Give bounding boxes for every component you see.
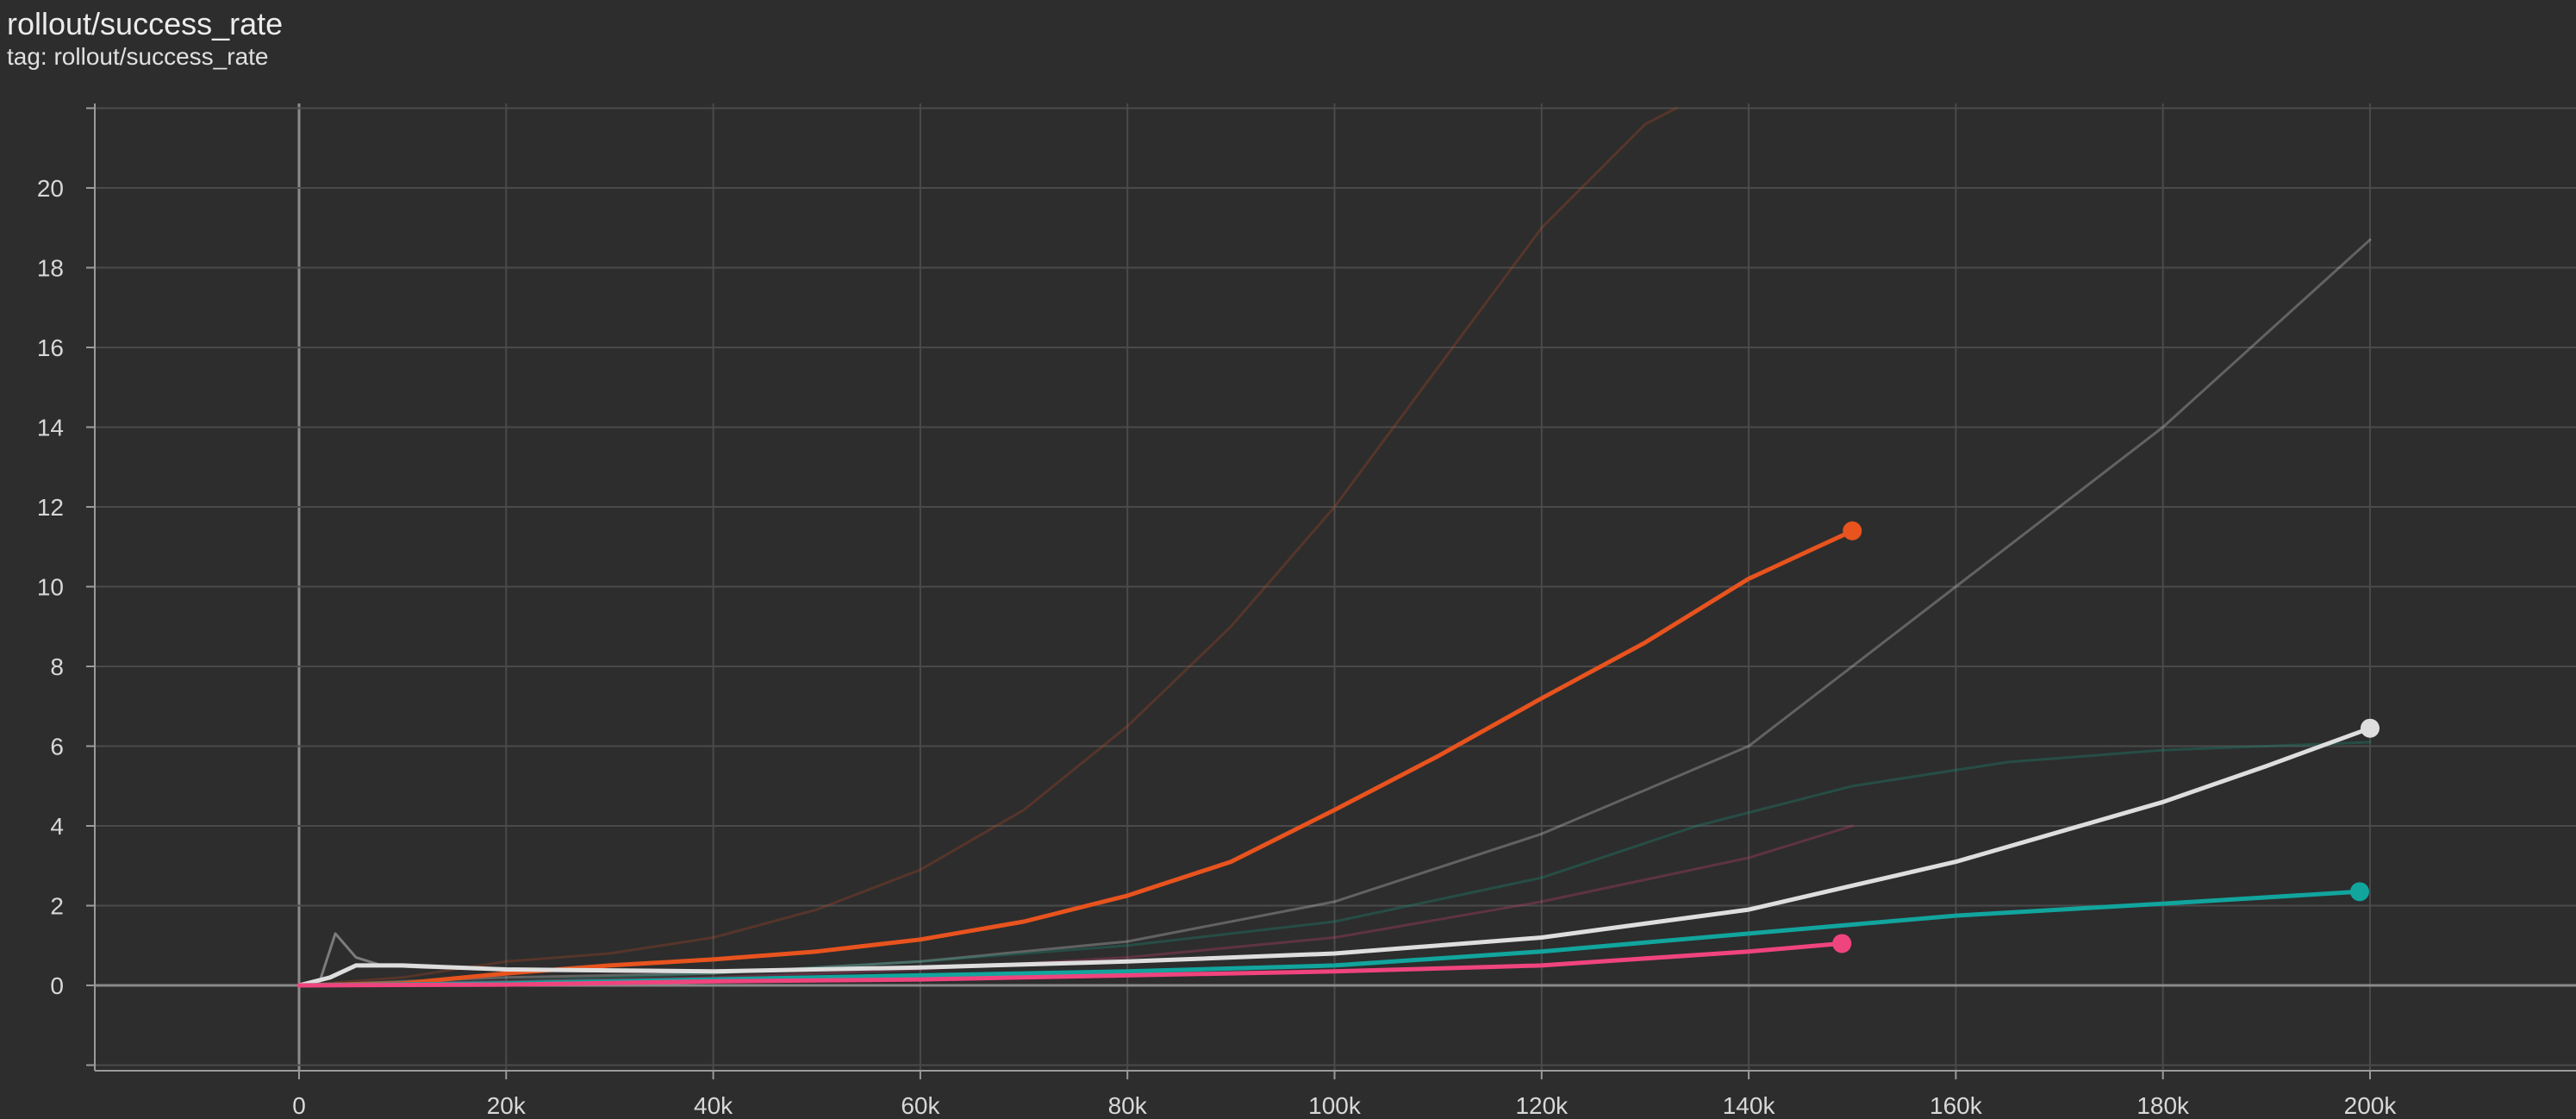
x-tick-label: 180k bbox=[2136, 1092, 2190, 1119]
grid-lines bbox=[95, 103, 2576, 1071]
y-tick-label: 12 bbox=[37, 494, 64, 521]
x-tick-label: 60k bbox=[901, 1092, 940, 1119]
series-line-6[interactable] bbox=[296, 726, 2373, 988]
series-end-marker-5[interactable] bbox=[1843, 521, 1862, 541]
x-tick-label: 0 bbox=[292, 1092, 306, 1119]
series-line-2[interactable] bbox=[297, 741, 2372, 987]
y-tick-label: 2 bbox=[50, 893, 64, 920]
x-tick-label: 20k bbox=[487, 1092, 527, 1119]
axes bbox=[86, 103, 2576, 1079]
y-tick-label: 6 bbox=[50, 734, 64, 760]
series-end-marker-7[interactable] bbox=[2349, 882, 2369, 902]
x-tick-label: 200k bbox=[2344, 1092, 2398, 1119]
series-line-0[interactable] bbox=[297, 107, 1678, 987]
card-header: rollout/success_rate tag: rollout/succes… bbox=[7, 5, 283, 71]
y-tick-label: 0 bbox=[50, 972, 64, 999]
series-end-marker-8[interactable] bbox=[1832, 934, 1852, 953]
chart-title: rollout/success_rate bbox=[7, 6, 284, 41]
series-line-5[interactable] bbox=[296, 528, 1855, 988]
y-tick-label: 16 bbox=[37, 334, 64, 361]
y-tick-label: 18 bbox=[37, 255, 64, 282]
y-tick-label: 8 bbox=[50, 653, 64, 680]
series-line-1[interactable] bbox=[297, 238, 2372, 987]
tick-labels: 0 20k 40k 60k 80k 100k 120k 140k 160k 180k 200k 0 2 4… bbox=[37, 175, 2398, 1119]
x-tick-label: 40k bbox=[694, 1092, 733, 1119]
y-tick-label: 20 bbox=[37, 175, 64, 202]
series-lines[interactable] bbox=[296, 107, 2380, 988]
series-end-marker-6[interactable] bbox=[2361, 718, 2380, 738]
x-tick-label: 140k bbox=[1723, 1092, 1776, 1119]
series-line-8[interactable] bbox=[296, 941, 1844, 988]
chart-tag: tag: rollout/success_rate bbox=[7, 43, 269, 70]
y-tick-label: 4 bbox=[50, 813, 64, 840]
x-tick-label: 80k bbox=[1108, 1092, 1148, 1119]
x-tick-label: 100k bbox=[1308, 1092, 1362, 1119]
y-tick-label: 14 bbox=[37, 415, 64, 441]
y-tick-label: 10 bbox=[37, 574, 64, 601]
x-tick-label: 120k bbox=[1515, 1092, 1569, 1119]
x-tick-label: 160k bbox=[1930, 1092, 1983, 1119]
